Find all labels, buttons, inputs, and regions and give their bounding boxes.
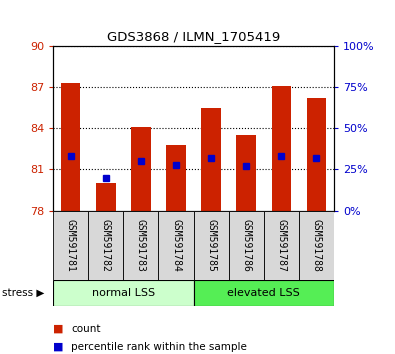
Bar <box>237 135 256 211</box>
Bar <box>201 108 221 211</box>
Bar <box>299 211 334 280</box>
Bar <box>53 280 194 306</box>
Text: ■: ■ <box>53 324 64 334</box>
Bar <box>264 211 299 280</box>
Text: GSM591781: GSM591781 <box>66 219 76 272</box>
Text: percentile rank within the sample: percentile rank within the sample <box>71 342 247 352</box>
Text: GSM591783: GSM591783 <box>136 219 146 272</box>
Bar <box>229 211 263 280</box>
Text: stress ▶: stress ▶ <box>2 288 44 298</box>
Text: normal LSS: normal LSS <box>92 288 155 298</box>
Text: GSM591787: GSM591787 <box>276 219 286 272</box>
Bar <box>271 86 291 211</box>
Bar <box>131 127 150 211</box>
Title: GDS3868 / ILMN_1705419: GDS3868 / ILMN_1705419 <box>107 30 280 44</box>
Bar <box>194 211 229 280</box>
Text: GSM591785: GSM591785 <box>206 219 216 272</box>
Bar <box>96 183 116 211</box>
Bar <box>307 98 326 211</box>
Bar <box>158 211 194 280</box>
Bar <box>53 211 88 280</box>
Bar <box>166 145 186 211</box>
Text: GSM591788: GSM591788 <box>311 219 321 272</box>
Text: GSM591786: GSM591786 <box>241 219 251 272</box>
Text: GSM591782: GSM591782 <box>101 219 111 272</box>
Text: count: count <box>71 324 101 334</box>
Bar <box>61 83 81 211</box>
Bar <box>194 280 334 306</box>
Text: GSM591784: GSM591784 <box>171 219 181 272</box>
Bar <box>123 211 158 280</box>
Text: ■: ■ <box>53 342 64 352</box>
Text: elevated LSS: elevated LSS <box>227 288 300 298</box>
Bar <box>88 211 123 280</box>
